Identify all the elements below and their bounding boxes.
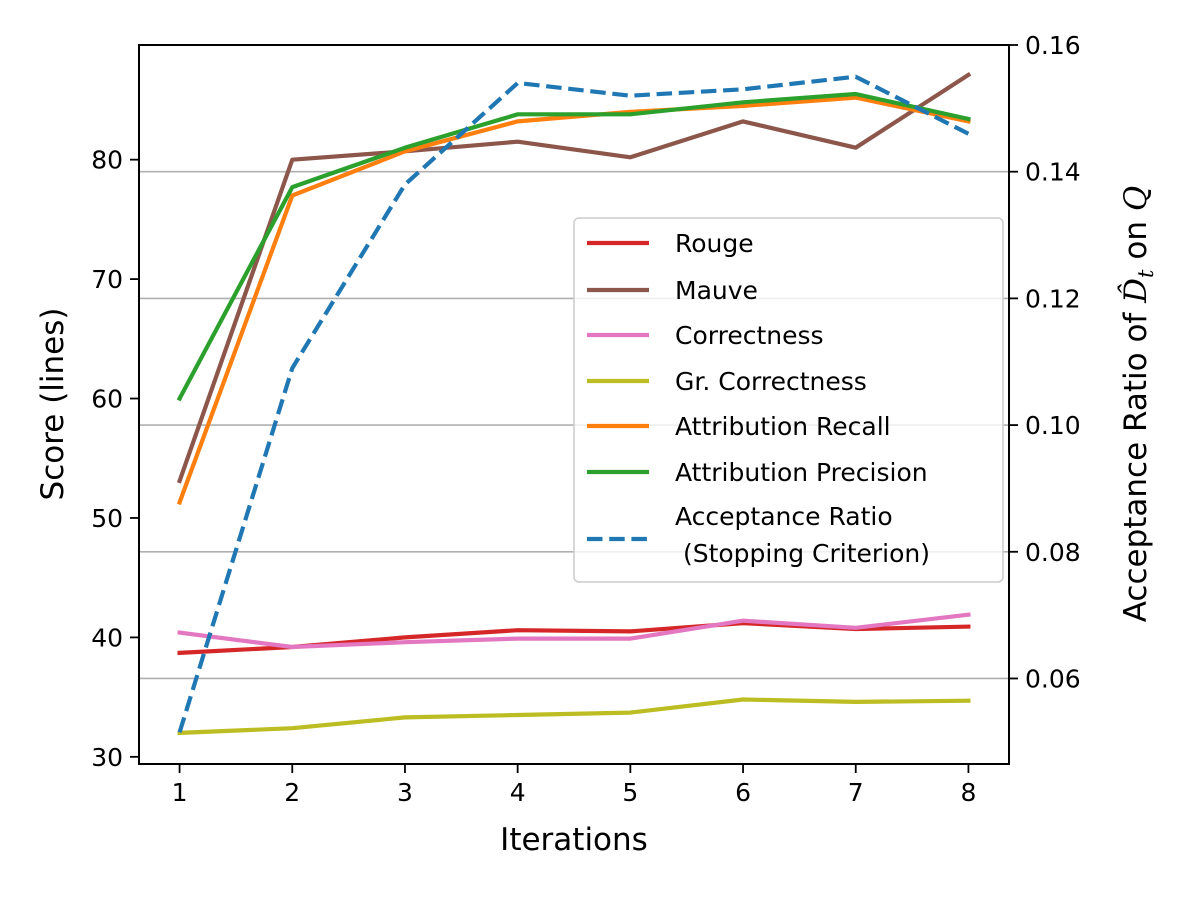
y-tick-label-1: 30 xyxy=(91,743,123,772)
legend-label-1: Rouge xyxy=(675,229,754,258)
y2-tick-label-5: 0.14 xyxy=(1025,158,1081,187)
series-line-6 xyxy=(176,91,971,402)
y2-tick-label-2: 0.08 xyxy=(1025,538,1081,567)
x-axis-title: Iterations xyxy=(500,822,648,858)
y-axis-right: 0.06 0.08 0.10 0.12 0.14 0.16 xyxy=(1009,31,1081,693)
y2-tick-label-4: 0.12 xyxy=(1025,284,1081,313)
y2-axis-title: Acceptance Ratio of D̂t on Q xyxy=(1116,186,1158,623)
y2-tick-label-3: 0.10 xyxy=(1025,411,1081,440)
legend-label-3: Correctness xyxy=(675,321,824,350)
x-tick-label-5: 5 xyxy=(622,778,638,807)
legend-label-4: Gr. Correctness xyxy=(675,367,867,396)
y2-axis-title-q: Q xyxy=(1118,186,1154,211)
x-tick-label-2: 2 xyxy=(284,778,300,807)
y2-axis-title-subscript: t xyxy=(1134,269,1158,278)
y-axis-left: 30 40 50 60 70 80 xyxy=(91,146,139,772)
y2-axis-title-prefix: Acceptance Ratio of xyxy=(1118,303,1154,622)
series-line-3 xyxy=(177,612,971,650)
x-tick-label-4: 4 xyxy=(510,778,526,807)
y2-axis-title-symbol: D̂ xyxy=(1116,278,1154,304)
x-tick-label-3: 3 xyxy=(397,778,413,807)
y2-tick-label-1: 0.06 xyxy=(1025,664,1081,693)
x-tick-label-1: 1 xyxy=(172,778,188,807)
x-tick-label-8: 8 xyxy=(960,778,976,807)
legend-label-6: Attribution Precision xyxy=(675,458,928,487)
series-lines xyxy=(176,71,972,736)
legend-label-5: Attribution Recall xyxy=(675,412,891,441)
legend-label-7-line-1: Acceptance Ratio xyxy=(675,502,893,531)
series-line-4 xyxy=(177,697,971,736)
y-axis-title: Score (lines) xyxy=(35,308,71,501)
y-tick-label-3: 50 xyxy=(91,504,123,533)
series-line-7 xyxy=(177,74,970,733)
y-tick-label-5: 70 xyxy=(91,265,123,294)
x-tick-label-7: 7 xyxy=(848,778,864,807)
plot-frame xyxy=(138,44,1010,765)
x-axis: 1 2 3 4 5 6 7 8 xyxy=(172,764,976,807)
y-tick-label-2: 40 xyxy=(91,623,123,652)
series-line-5 xyxy=(176,95,971,506)
legend-label-7-line-2: (Stopping Criterion) xyxy=(675,539,930,568)
y2-tick-label-6: 0.16 xyxy=(1025,31,1081,60)
legend: Rouge Mauve Correctness Gr. Correctness Attr… xyxy=(573,217,1004,583)
y-tick-label-4: 60 xyxy=(91,385,123,414)
legend-box xyxy=(573,217,1004,583)
legend-label-2: Mauve xyxy=(675,276,758,305)
y2-axis-title-mid: on xyxy=(1118,211,1154,269)
x-tick-label-6: 6 xyxy=(735,778,751,807)
y-tick-label-6: 80 xyxy=(91,146,123,175)
series-line-2 xyxy=(176,71,972,484)
